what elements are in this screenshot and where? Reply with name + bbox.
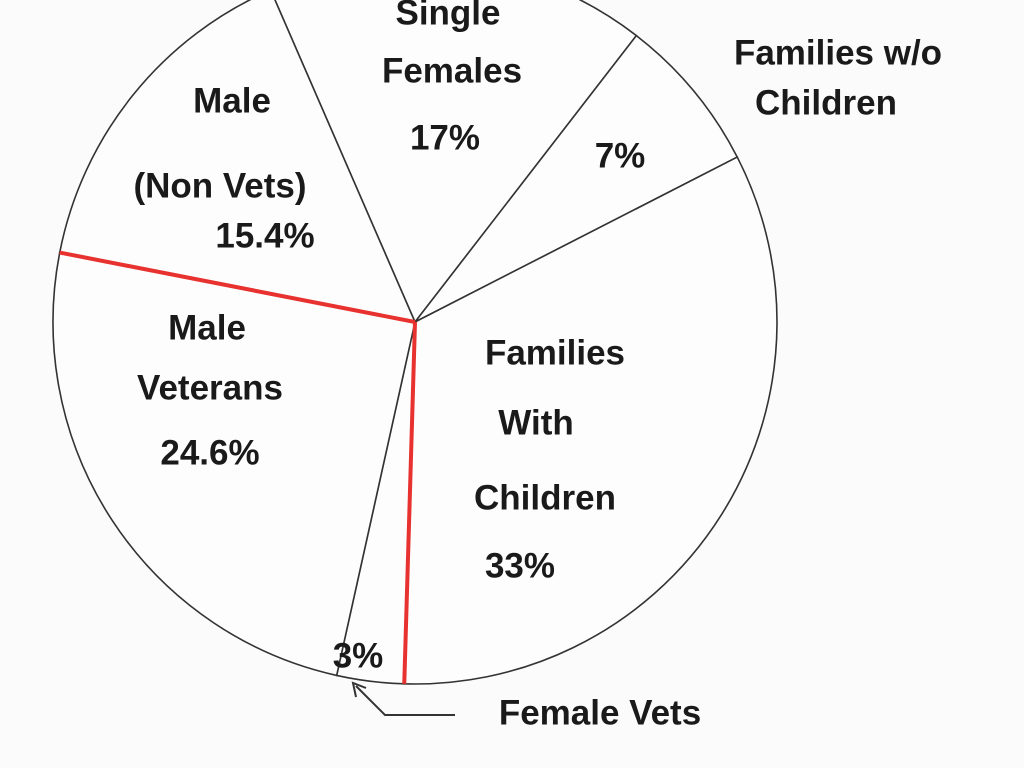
slice-label: Children [755,83,897,122]
pie-slice [403,156,778,685]
pie-slice [58,0,417,324]
value-label: 3% [333,636,384,675]
pie-slice [414,34,739,323]
slice-label: Veterans [137,368,283,407]
value-label: 24.6% [160,433,259,472]
slice-label: Single [395,0,500,32]
value-label: 7% [595,136,646,175]
slice-label: Male [168,308,246,347]
slice-label: Females [382,51,522,90]
slice-label: Families w/o [734,33,942,72]
slice-label: With [498,403,574,442]
value-label: 15.4% [215,216,314,255]
value-label: 33% [485,546,555,585]
slice-label: (Non Vets) [133,166,306,205]
pie-slice [274,0,638,324]
highlight-edge [59,250,416,324]
value-label: 17% [410,118,480,157]
slice-label: Children [474,478,616,517]
pie: Single Females 17% Families w/o Children 7% Fa… [52,0,942,732]
pie-slice [52,251,416,677]
slice-label: Families [485,333,625,372]
slice-label: Male [193,81,271,120]
slice-label: Female Vets [499,693,701,732]
highlight-edge [402,321,417,684]
female-vets-arrow [351,681,455,716]
